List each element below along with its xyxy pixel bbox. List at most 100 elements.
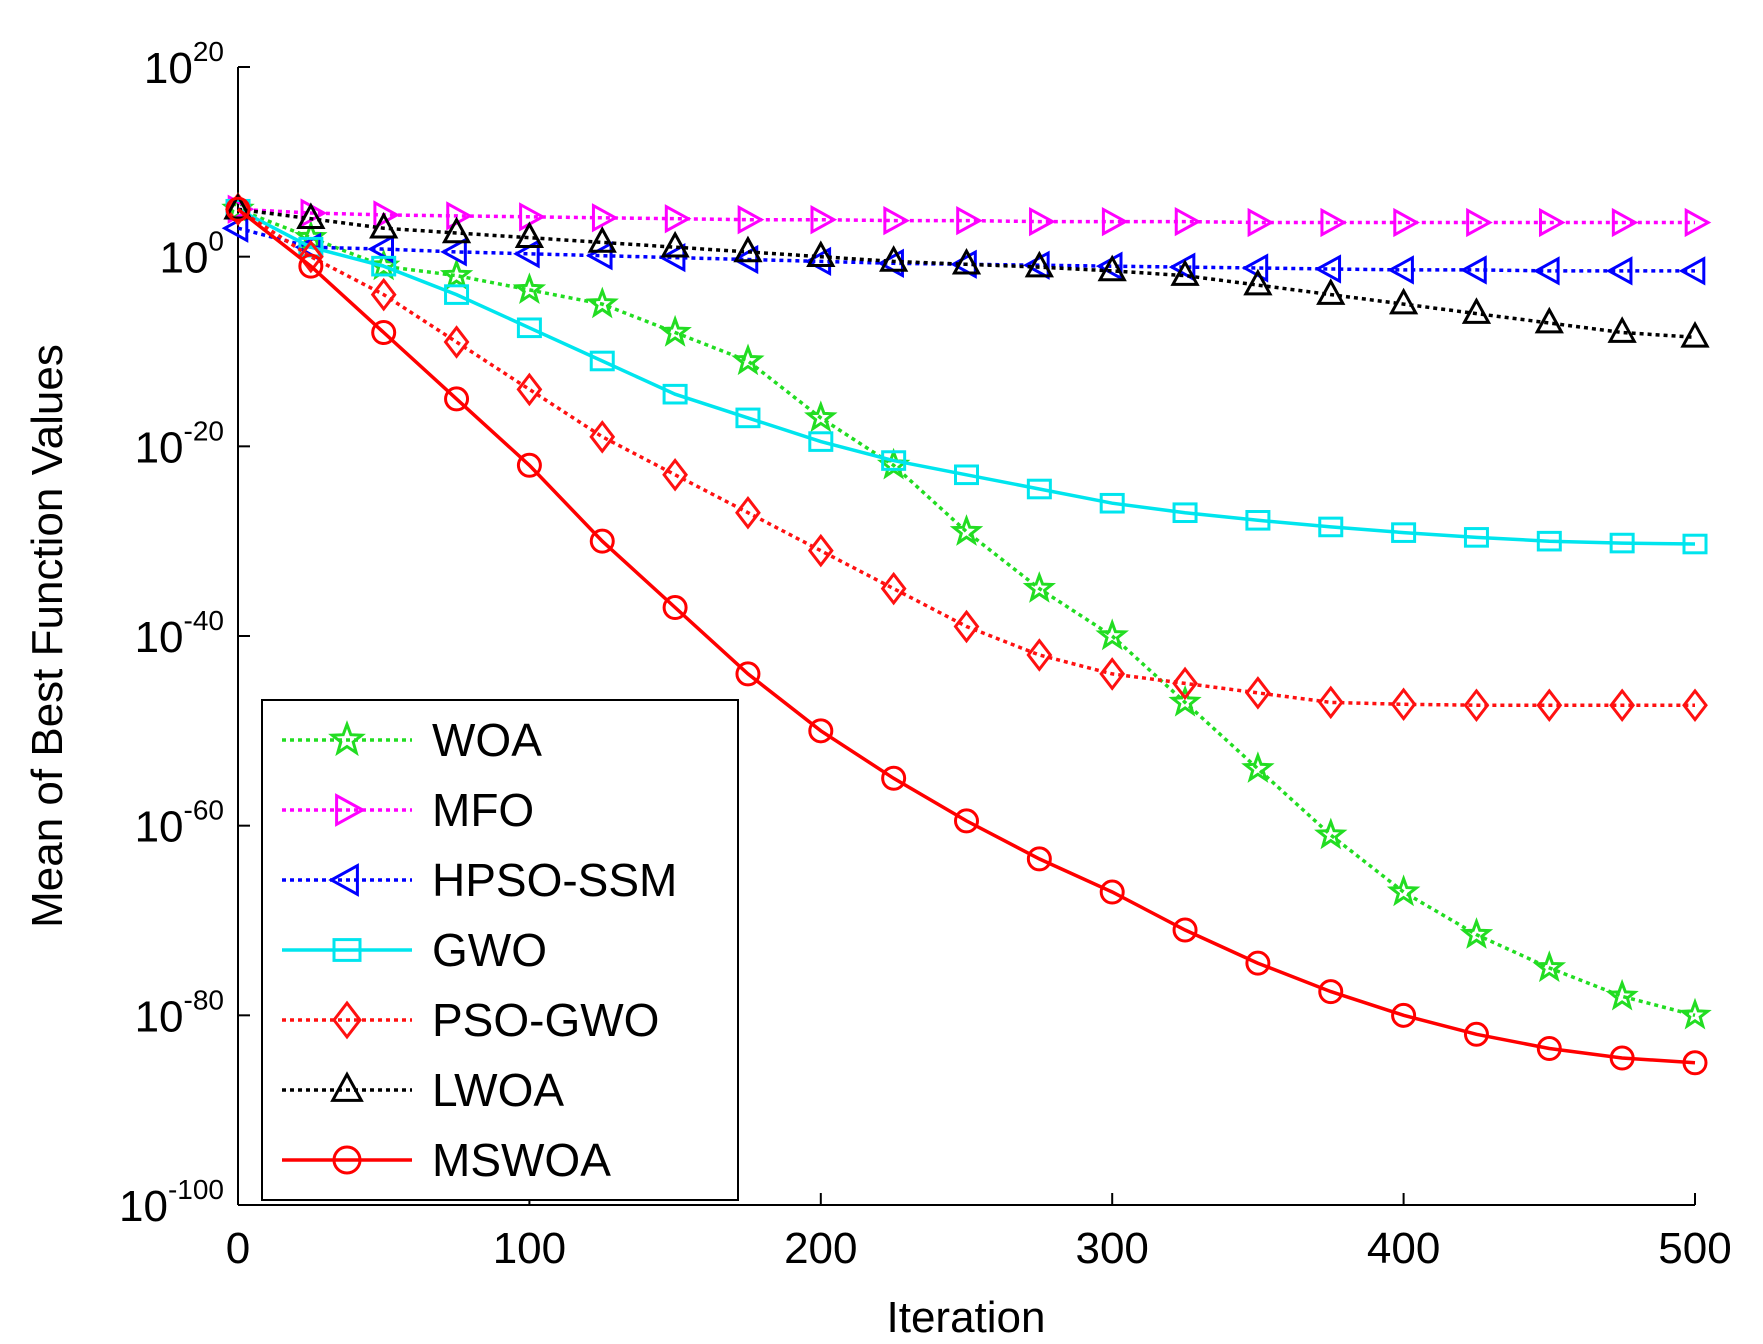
data-point-marker	[296, 202, 326, 230]
y-tick-base: 10	[119, 1182, 168, 1231]
legend-label: PSO-GWO	[432, 994, 659, 1046]
data-point-marker	[1314, 254, 1342, 284]
data-point-marker	[1247, 207, 1275, 238]
data-point-marker	[1170, 259, 1200, 286]
legend: WOA MFO HPSO-SSM GWO PSO-GWO LWOA MSWOA	[261, 699, 739, 1201]
legend-label: WOA	[432, 714, 542, 766]
y-tick-label: 10-60	[135, 795, 224, 852]
data-point-marker	[1532, 256, 1560, 286]
data-point-marker	[1463, 527, 1489, 548]
data-point-marker	[949, 514, 984, 546]
y-tick-base: 10	[144, 44, 193, 93]
data-point-marker	[1609, 688, 1636, 722]
y-tick-base: 10	[135, 803, 184, 852]
data-point-marker	[658, 242, 686, 273]
data-point-marker	[1314, 817, 1348, 850]
y-tick-base: 10	[159, 234, 208, 283]
data-point-marker	[1532, 950, 1567, 983]
y-tick-label: 10-80	[135, 984, 224, 1041]
legend-entry-lwoa: LWOA	[282, 1064, 564, 1116]
data-point-marker	[1461, 297, 1492, 324]
data-point-marker	[1168, 252, 1196, 282]
data-point-marker	[660, 230, 690, 258]
data-point-marker	[806, 240, 836, 267]
data-point-marker	[1026, 846, 1052, 872]
data-point-marker	[1460, 255, 1487, 285]
data-point-marker	[1611, 207, 1639, 238]
series-line	[237, 207, 1695, 225]
data-point-marker	[1172, 917, 1198, 943]
data-point-marker	[1390, 687, 1417, 722]
data-point-marker	[1536, 530, 1562, 552]
data-point-marker	[1318, 979, 1344, 1005]
data-point-marker	[297, 239, 324, 274]
data-point-marker	[441, 216, 472, 244]
data-point-marker	[731, 343, 765, 376]
data-point-marker	[1536, 1036, 1562, 1062]
series-line	[236, 207, 1696, 1065]
y-tick-label: 10-40	[135, 605, 224, 662]
legend-entry-woa: WOA	[282, 714, 542, 766]
y-tick-label: 10-100	[119, 1174, 224, 1231]
data-point-marker	[519, 202, 546, 232]
data-point-marker	[1245, 676, 1271, 710]
x-tick-label: 300	[1075, 1224, 1148, 1273]
data-point-marker	[444, 284, 470, 305]
data-point-marker	[735, 407, 761, 429]
data-point-marker	[735, 661, 761, 687]
series-gwo	[225, 198, 1708, 555]
legend-entry-mswoa: MSWOA	[282, 1134, 611, 1186]
data-point-marker	[1387, 255, 1414, 285]
y-tick-exponent: 0	[208, 226, 224, 257]
y-tick-base: 10	[135, 423, 184, 472]
data-point-marker	[735, 495, 761, 530]
data-point-marker	[662, 383, 688, 405]
x-tick-label: 0	[226, 1224, 250, 1273]
x-tick-label: 500	[1658, 1224, 1731, 1273]
data-point-marker	[1682, 1050, 1708, 1076]
data-point-marker	[332, 1145, 362, 1175]
legend-entry-mfo: MFO	[282, 784, 534, 836]
data-point-marker	[807, 533, 834, 568]
legend-label: MFO	[432, 784, 534, 836]
data-point-marker	[881, 765, 907, 791]
data-point-marker	[369, 211, 399, 239]
data-point-marker	[591, 203, 619, 233]
data-point-marker	[328, 720, 366, 757]
data-point-marker	[1605, 978, 1639, 1011]
data-point-marker	[954, 464, 979, 486]
x-tick-label: 200	[784, 1224, 857, 1273]
y-tick-base: 10	[135, 992, 184, 1041]
data-point-marker	[1174, 206, 1202, 237]
x-tick-label: 400	[1367, 1224, 1440, 1273]
data-point-marker	[1243, 268, 1273, 296]
series-line	[237, 207, 1696, 340]
data-point-marker	[589, 420, 616, 454]
data-point-marker	[733, 235, 763, 263]
data-point-marker	[516, 452, 542, 478]
data-point-marker	[585, 241, 613, 271]
data-point-marker	[953, 609, 980, 644]
data-point-marker	[1466, 207, 1493, 238]
y-tick-exponent: -20	[184, 415, 224, 446]
data-point-marker	[332, 1000, 362, 1040]
data-point-marker	[881, 450, 907, 471]
data-point-marker	[1168, 684, 1202, 717]
data-point-marker	[1029, 206, 1056, 237]
legend-entry-pso-gwo: PSO-GWO	[282, 994, 659, 1046]
data-point-marker	[1172, 666, 1198, 701]
y-tick-exponent: -60	[184, 795, 224, 826]
data-point-marker	[439, 258, 474, 290]
data-point-marker	[1099, 879, 1125, 905]
data-point-marker	[328, 863, 359, 897]
y-tick-exponent: -80	[184, 984, 224, 1015]
data-point-marker	[516, 317, 542, 339]
data-point-marker	[662, 458, 688, 492]
data-point-marker	[1318, 516, 1344, 538]
data-point-marker	[1684, 207, 1712, 238]
series-pso-gwo	[225, 192, 1708, 722]
data-point-marker	[951, 247, 982, 275]
data-point-marker	[298, 253, 324, 279]
legend-label: HPSO-SSM	[432, 854, 677, 906]
